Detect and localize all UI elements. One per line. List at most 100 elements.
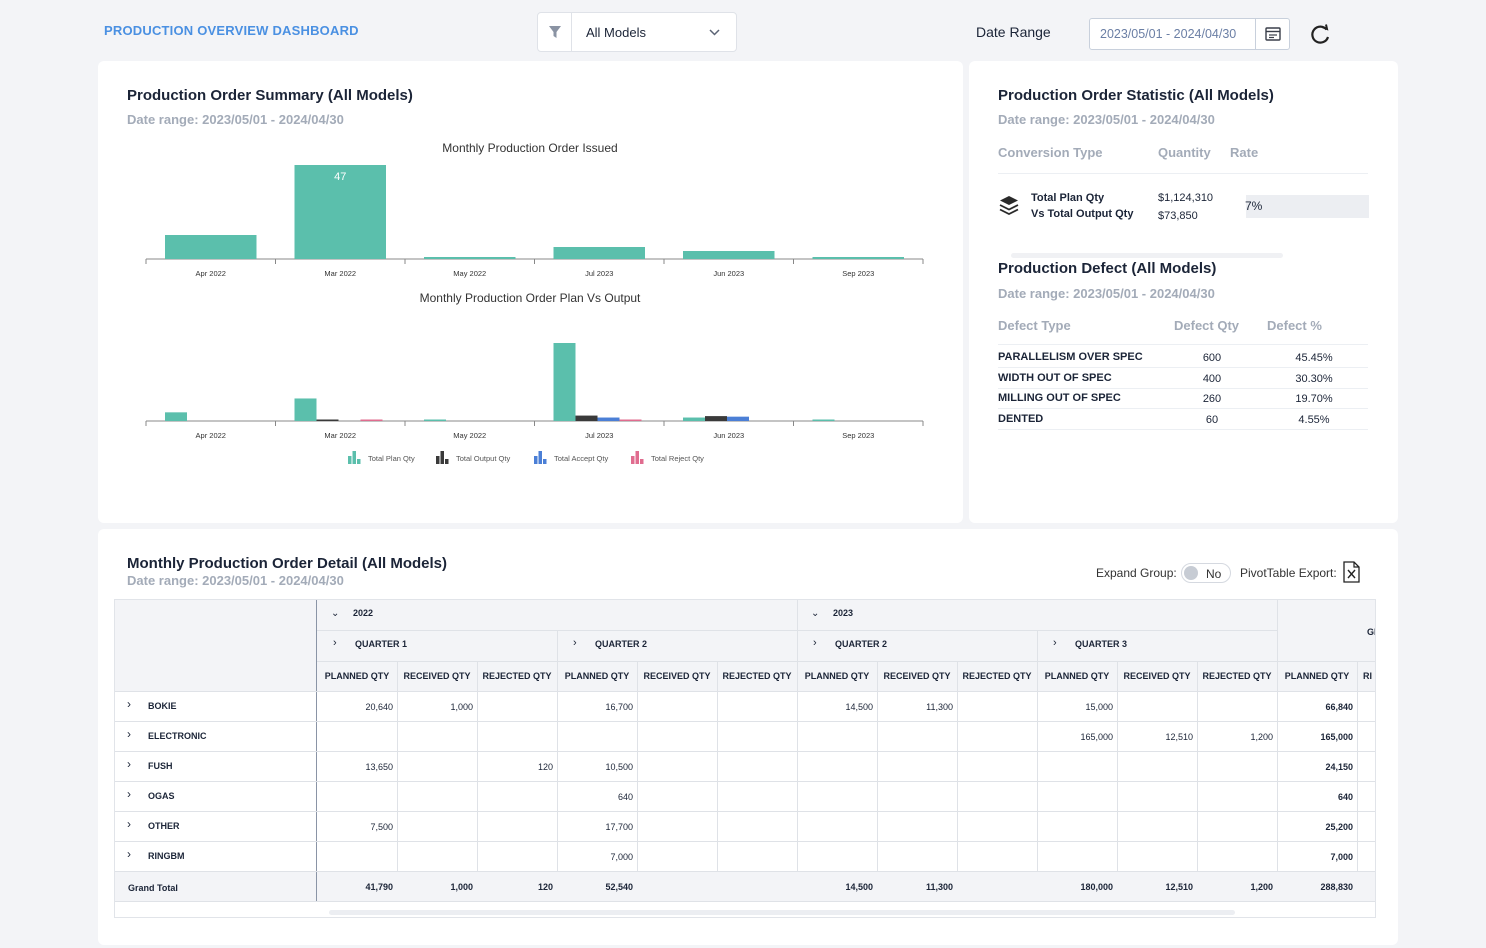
layers-icon	[999, 195, 1019, 222]
output-quantity: $73,850	[1158, 210, 1198, 222]
model-filter-select[interactable]: All Models	[537, 12, 737, 52]
chevron-right-icon[interactable]: ›	[127, 757, 131, 771]
statistic-title: Production Order Statistic (All Models)	[998, 87, 1274, 104]
column-header: REJECTED QTY	[1202, 671, 1272, 681]
refresh-icon[interactable]	[1309, 24, 1331, 51]
chevron-right-icon[interactable]: ›	[573, 637, 577, 649]
summary-card: Production Order Summary (All Models) Da…	[98, 61, 963, 523]
table-cell: 14,500	[845, 702, 873, 712]
table-cell: 14,500	[845, 882, 873, 892]
table-cell: 17,700	[605, 822, 633, 832]
defect-type: PARALLELISM OVER SPEC	[998, 351, 1143, 363]
defect-qty: 60	[1205, 413, 1219, 426]
table-cell: 1,000	[450, 882, 473, 892]
chevron-right-icon[interactable]: ›	[127, 817, 131, 831]
defect-header-type: Defect Type	[998, 318, 1071, 333]
grid-hline	[317, 661, 1375, 662]
chevron-right-icon[interactable]: ›	[127, 727, 131, 741]
column-header: REJECTED QTY	[482, 671, 552, 681]
defect-title: Production Defect (All Models)	[998, 260, 1217, 277]
summary-title: Production Order Summary (All Models)	[127, 87, 413, 104]
column-header: RECEIVED QTY	[643, 671, 711, 681]
grid-vline	[1037, 661, 1038, 872]
grid-vline	[557, 630, 558, 661]
summary-subtitle: Date range: 2023/05/01 - 2024/04/30	[127, 112, 344, 127]
chevron-right-icon[interactable]: ›	[127, 697, 131, 711]
defect-header-pct: Defect %	[1267, 318, 1322, 333]
table-cell: 66,840	[1325, 702, 1353, 712]
legend-label: Total Reject Qty	[651, 454, 704, 463]
dashboard-title: PRODUCTION OVERVIEW DASHBOARD	[104, 23, 359, 38]
legend-label: Total Plan Qty	[368, 454, 415, 463]
quarter-header: QUARTER 2	[595, 639, 648, 649]
grid-vline	[1277, 600, 1278, 661]
x-tick-label: Jun 2023	[713, 269, 744, 278]
chevron-right-icon[interactable]: ›	[127, 787, 131, 801]
calendar-icon[interactable]	[1255, 19, 1289, 49]
bar	[575, 415, 598, 421]
column-header: REJECTED QTY	[722, 671, 792, 681]
chevron-right-icon[interactable]: ›	[1053, 637, 1057, 649]
row-label: RINGBM	[148, 851, 185, 861]
chevron-right-icon[interactable]: ›	[333, 637, 337, 649]
column-header: PLANNED QTY	[1284, 671, 1350, 681]
plan-output-bar-chart: Apr 2022 Mar 2022 May 2022 Jul 2023 Jun 2023…	[145, 343, 924, 464]
grid-vline	[1277, 661, 1278, 872]
bar	[360, 419, 383, 421]
legend-label: Total Output Qty	[456, 454, 510, 463]
legend-item: Total Reject Qty	[631, 451, 704, 464]
statistic-card: Production Order Statistic (All Models) …	[969, 61, 1398, 523]
legend-item: Total Output Qty	[436, 451, 510, 464]
grid-hline	[317, 630, 1277, 631]
excel-export-icon[interactable]	[1343, 561, 1360, 588]
grid-vline	[1357, 661, 1358, 872]
table-cell: 165,000	[1320, 732, 1353, 742]
table-cell: 15,000	[1085, 702, 1113, 712]
chart1-title: Monthly Production Order Issued	[442, 141, 618, 155]
horizontal-scrollbar[interactable]	[329, 910, 1235, 915]
column-header: PLANNED QTY	[324, 671, 390, 681]
bar	[553, 247, 645, 259]
row-label: FUSH	[148, 761, 173, 771]
grid-vline	[1197, 661, 1198, 872]
grid-hline	[115, 811, 1375, 812]
detail-subtitle: Date range: 2023/05/01 - 2024/04/30	[127, 573, 344, 588]
bar	[424, 419, 446, 421]
grid-hline	[115, 901, 1375, 902]
defect-header-qty: Defect Qty	[1174, 318, 1240, 333]
expand-group-label: Expand Group:	[1096, 566, 1177, 580]
chevron-down-icon[interactable]: ⌄	[331, 608, 340, 619]
table-cell: 640	[617, 792, 633, 802]
quarter-header: QUARTER 1	[355, 639, 408, 649]
plan-quantity: $1,124,310	[1158, 192, 1214, 204]
grid-vline	[797, 630, 798, 661]
row-label: OGAS	[148, 791, 175, 801]
table-cell: 7,000	[1330, 852, 1353, 862]
horizontal-scrollbar[interactable]	[1011, 253, 1283, 258]
grid-hline	[115, 841, 1375, 842]
x-tick-label: Apr 2022	[196, 431, 226, 440]
legend-item: Total Plan Qty	[348, 451, 415, 464]
date-range-input[interactable]: 2023/05/01 - 2024/04/30	[1089, 18, 1290, 50]
chevron-right-icon[interactable]: ›	[127, 847, 131, 861]
table-cell: 1,200	[1250, 732, 1273, 742]
grid-hline	[115, 781, 1375, 782]
table-cell: 120	[537, 762, 553, 772]
x-tick-label: Sep 2023	[842, 431, 874, 440]
bar	[705, 416, 727, 421]
chevron-right-icon[interactable]: ›	[813, 637, 817, 649]
grid-vline	[397, 661, 398, 872]
chevron-down-icon[interactable]: ⌄	[811, 608, 820, 619]
column-header-cut: RI	[1363, 671, 1372, 681]
expand-group-toggle[interactable]: No	[1181, 563, 1231, 583]
filter-icon	[538, 13, 572, 51]
bar	[424, 257, 516, 259]
bar	[294, 165, 386, 259]
defect-type: DENTED	[998, 412, 1044, 425]
rate-progress-bar	[1246, 195, 1369, 218]
table-cell: 12,510	[1165, 732, 1193, 742]
row-label: ELECTRONIC	[148, 731, 207, 741]
column-header: RECEIVED QTY	[403, 671, 471, 681]
bar	[165, 412, 187, 421]
chevron-down-icon	[709, 23, 720, 41]
